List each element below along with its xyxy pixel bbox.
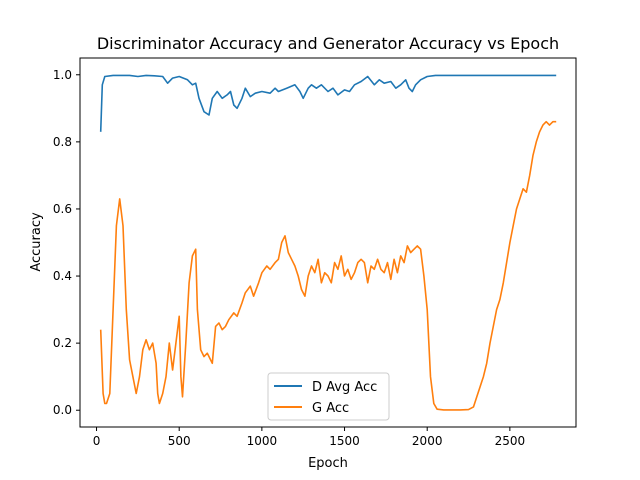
x-axis-label: Epoch <box>308 456 348 471</box>
x-tick-label: 1500 <box>329 434 360 448</box>
x-tick-label: 500 <box>168 434 191 448</box>
y-tick-label: 0.2 <box>53 336 72 350</box>
y-tick-label: 0.8 <box>53 135 72 149</box>
y-tick-label: 0.4 <box>53 269 72 283</box>
y-tick-label: 1.0 <box>53 68 72 82</box>
legend-label-g-acc: G Acc <box>312 401 349 416</box>
x-tick-label: 2500 <box>495 434 526 448</box>
plot-area <box>79 57 577 428</box>
x-tick-label: 2000 <box>412 434 443 448</box>
x-axis: 0 500 1000 1500 2000 2500 <box>93 427 525 448</box>
series-line-g-acc <box>99 120 557 411</box>
x-tick-label: 1000 <box>247 434 278 448</box>
plot-frame <box>79 57 577 428</box>
series-layer <box>99 74 557 411</box>
legend-box <box>267 372 390 421</box>
y-axis-label: Accuracy <box>29 212 44 272</box>
y-tick-label: 0.6 <box>53 202 72 216</box>
series-line-d-avg-acc <box>99 74 557 132</box>
y-axis: 0.0 0.2 0.4 0.6 0.8 1.0 <box>53 68 80 417</box>
legend: D Avg Acc G Acc <box>267 372 390 421</box>
y-tick-label: 0.0 <box>53 403 72 417</box>
legend-label-d-avg-acc: D Avg Acc <box>312 380 377 395</box>
chart-title: Discriminator Accuracy and Generator Acc… <box>97 34 559 53</box>
x-tick-label: 0 <box>93 434 101 448</box>
